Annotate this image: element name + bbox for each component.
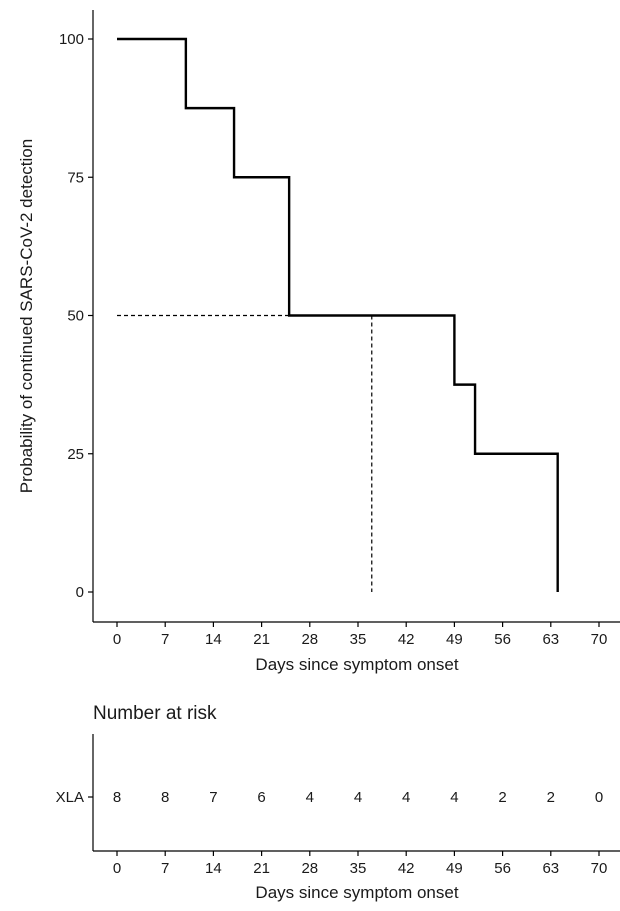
x-tick-label: 35 <box>350 631 367 648</box>
risk-x-tick-group: 0 7 14 21 28 35 42 49 56 63 70 <box>113 851 608 877</box>
risk-count: 0 <box>595 789 603 806</box>
y-axis-title: Probability of continued SARS-CoV-2 dete… <box>17 139 36 493</box>
risk-count: 2 <box>498 789 506 806</box>
risk-x-tick-label: 7 <box>161 860 169 877</box>
risk-count: 2 <box>547 789 555 806</box>
y-tick-label: 0 <box>76 584 84 601</box>
x-tick-label: 63 <box>542 631 559 648</box>
risk-x-tick-label: 35 <box>350 860 367 877</box>
risk-count: 4 <box>354 789 362 806</box>
y-tick-group: 0 25 50 75 100 <box>59 31 93 601</box>
survival-step-line <box>117 37 559 592</box>
risk-count: 7 <box>209 789 217 806</box>
risk-x-axis-title: Days since symptom onset <box>255 883 458 902</box>
risk-count: 4 <box>402 789 410 806</box>
risk-count: 4 <box>306 789 314 806</box>
y-tick-label: 100 <box>59 31 84 48</box>
survival-plot: 0 25 50 75 100 0 7 14 21 28 35 42 49 56 63 70 Probabil… <box>17 10 620 674</box>
x-tick-label: 28 <box>301 631 318 648</box>
risk-table: Number at risk XLA 8 8 7 6 4 4 4 4 2 2 0 0 7 14 21 28 35… <box>56 703 620 902</box>
x-tick-label: 70 <box>591 631 608 648</box>
risk-x-tick-label: 56 <box>494 860 511 877</box>
risk-x-tick-label: 0 <box>113 860 121 877</box>
risk-row-group: XLA 8 8 7 6 4 4 4 4 2 2 0 <box>56 789 604 806</box>
risk-x-tick-label: 14 <box>205 860 222 877</box>
x-tick-label: 0 <box>113 631 121 648</box>
y-tick-label: 75 <box>67 169 84 186</box>
risk-x-tick-label: 70 <box>591 860 608 877</box>
x-tick-label: 7 <box>161 631 169 648</box>
y-tick-label: 25 <box>67 446 84 463</box>
x-tick-label: 42 <box>398 631 415 648</box>
risk-x-tick-label: 49 <box>446 860 463 877</box>
survival-curve-group <box>117 37 559 592</box>
risk-count: 8 <box>113 789 121 806</box>
x-tick-group: 0 7 14 21 28 35 42 49 56 63 70 <box>113 622 608 648</box>
risk-count: 4 <box>450 789 458 806</box>
x-tick-label: 49 <box>446 631 463 648</box>
x-axis-title: Days since symptom onset <box>255 655 458 674</box>
risk-count: 6 <box>257 789 265 806</box>
x-tick-label: 14 <box>205 631 222 648</box>
risk-x-tick-label: 42 <box>398 860 415 877</box>
risk-count: 8 <box>161 789 169 806</box>
x-tick-label: 21 <box>253 631 270 648</box>
median-reference-lines <box>117 314 373 592</box>
risk-x-tick-label: 28 <box>301 860 318 877</box>
risk-row-label: XLA <box>56 789 84 806</box>
y-tick-label: 50 <box>67 308 84 325</box>
risk-x-tick-label: 21 <box>253 860 270 877</box>
risk-x-tick-label: 63 <box>542 860 559 877</box>
risk-table-title: Number at risk <box>93 703 217 724</box>
x-tick-label: 56 <box>494 631 511 648</box>
